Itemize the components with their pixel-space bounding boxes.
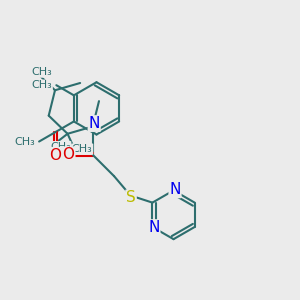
Text: S: S <box>126 190 136 206</box>
Text: CH₃: CH₃ <box>14 136 34 146</box>
Text: O: O <box>49 148 61 163</box>
Text: N: N <box>148 220 160 235</box>
Text: O: O <box>63 147 75 162</box>
Text: CH₃: CH₃ <box>32 80 52 90</box>
Text: CH₃: CH₃ <box>50 142 71 152</box>
Text: CH₃: CH₃ <box>72 144 93 154</box>
Text: N: N <box>88 116 100 131</box>
Text: CH₃: CH₃ <box>32 67 52 77</box>
Text: N: N <box>169 182 181 197</box>
